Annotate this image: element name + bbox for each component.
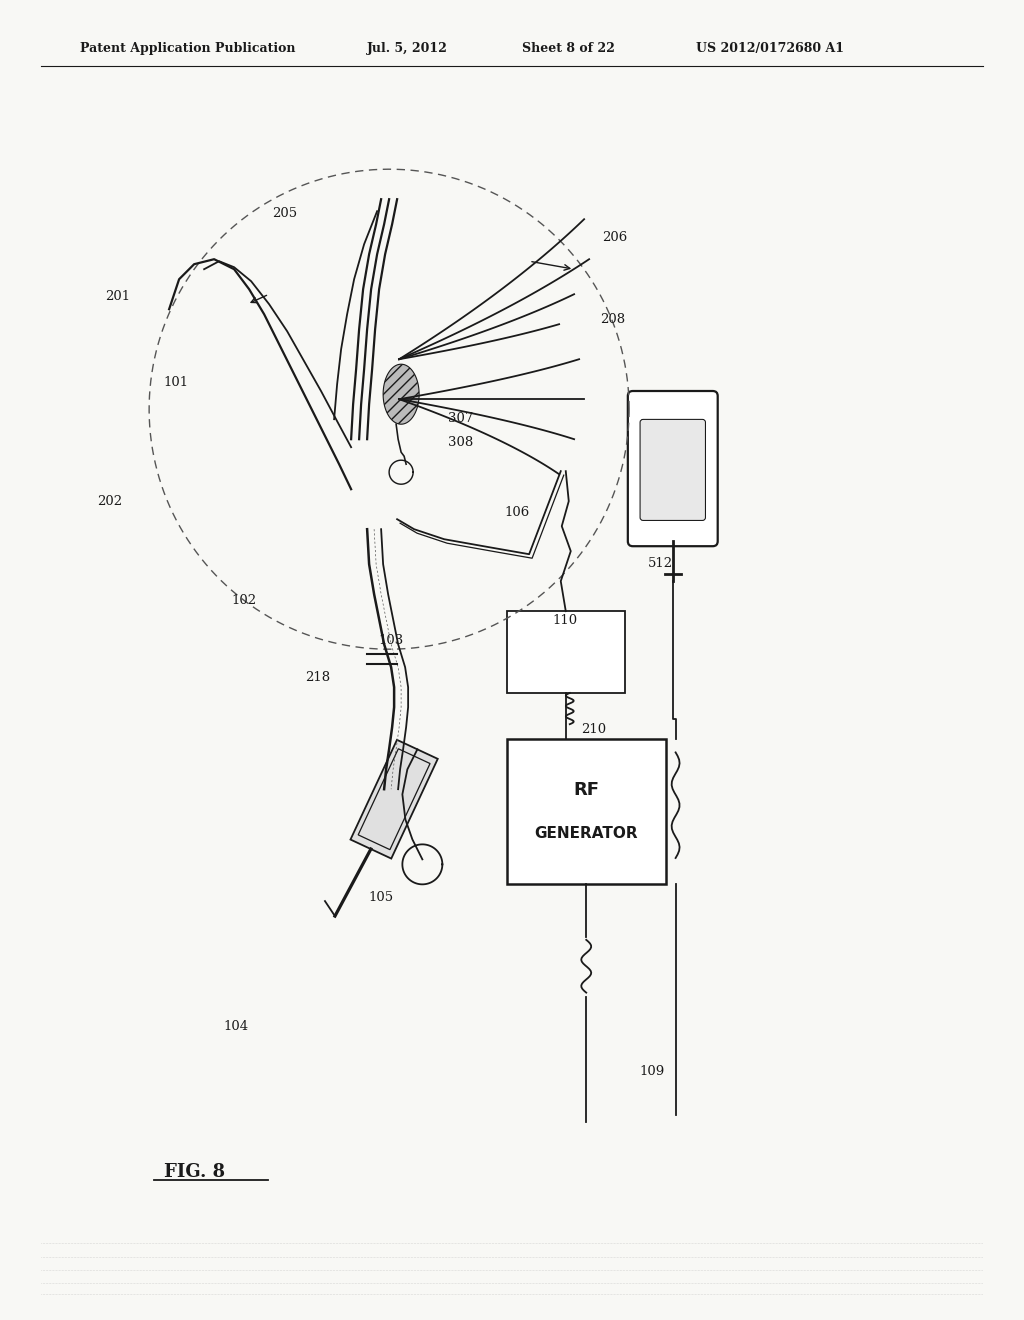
Text: 103: 103 (379, 634, 403, 647)
Text: 202: 202 (97, 495, 122, 508)
Text: 308: 308 (449, 436, 473, 449)
Text: 106: 106 (505, 506, 529, 519)
Text: 110: 110 (553, 614, 578, 627)
Text: Jul. 5, 2012: Jul. 5, 2012 (367, 42, 447, 55)
Text: 201: 201 (105, 290, 130, 304)
Bar (507, 611, 625, 693)
Text: 206: 206 (602, 231, 627, 244)
Text: 102: 102 (231, 594, 256, 607)
Polygon shape (350, 739, 437, 858)
Text: US 2012/0172680 A1: US 2012/0172680 A1 (696, 42, 845, 55)
Text: FIG. 8: FIG. 8 (164, 1163, 225, 1181)
Bar (507, 739, 666, 884)
Polygon shape (383, 364, 419, 424)
Text: 512: 512 (648, 557, 673, 570)
FancyBboxPatch shape (640, 420, 706, 520)
Text: 208: 208 (600, 313, 625, 326)
Text: 109: 109 (640, 1065, 665, 1078)
Text: 307: 307 (449, 412, 473, 425)
Text: 210: 210 (582, 723, 606, 737)
Text: 105: 105 (369, 891, 393, 904)
Text: 205: 205 (272, 207, 297, 220)
Text: RF: RF (573, 781, 599, 799)
Text: 218: 218 (305, 671, 330, 684)
Text: 104: 104 (223, 1020, 248, 1034)
FancyBboxPatch shape (628, 391, 718, 546)
Text: Patent Application Publication: Patent Application Publication (80, 42, 295, 55)
Text: 101: 101 (164, 376, 188, 389)
Text: Sheet 8 of 22: Sheet 8 of 22 (522, 42, 615, 55)
Text: GENERATOR: GENERATOR (535, 826, 638, 841)
